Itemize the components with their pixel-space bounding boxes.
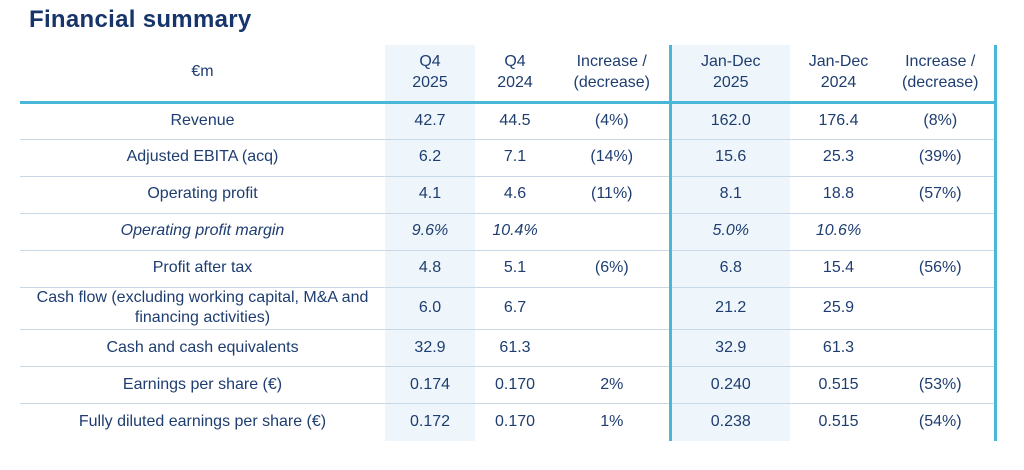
row-label: Earnings per share (€) xyxy=(20,366,385,404)
cell-value: 0.515 xyxy=(790,366,887,404)
row-label: Operating profit xyxy=(20,175,385,213)
cell-value xyxy=(887,212,997,250)
cell-value: 0.238 xyxy=(668,403,790,441)
cell-value: (39%) xyxy=(887,138,997,176)
financial-summary-table: €m Q4 2025 Q4 2024 Increase / (decrease) Jan-D… xyxy=(20,45,997,441)
column-header-line1: Increase / xyxy=(576,52,647,70)
row-label: Operating profit margin xyxy=(20,212,385,250)
cell-value: 6.8 xyxy=(668,249,790,287)
column-header-inc_jd: Increase / (decrease) xyxy=(887,45,997,104)
row-label: Revenue xyxy=(170,111,235,129)
cell-value xyxy=(887,329,997,367)
cell-value: 6.7 xyxy=(475,286,555,330)
column-header-line1: Jan-Dec xyxy=(808,52,869,70)
cell-value: 0.170 xyxy=(475,366,555,404)
cell-value: 2% xyxy=(555,366,670,404)
table-row: Cash flow (excluding working capital, M&… xyxy=(20,286,997,330)
cell-value: (14%) xyxy=(555,138,670,176)
cell-value: 42.7 xyxy=(385,102,475,139)
cell-value: 7.1 xyxy=(475,138,555,176)
cell-value: 15.6 xyxy=(668,138,790,176)
cell-value: 5.0% xyxy=(668,212,790,250)
cell-value: 1% xyxy=(555,403,670,441)
cell-value: 32.9 xyxy=(668,329,790,367)
cell-value: 10.4% xyxy=(475,212,555,250)
cell-value: (8%) xyxy=(887,102,997,139)
column-header-line2: (decrease) xyxy=(573,73,650,91)
cell-value: (53%) xyxy=(887,366,997,404)
column-header-line1: Q4 xyxy=(504,52,526,70)
cell-value: 32.9 xyxy=(385,329,475,367)
cell-value xyxy=(887,286,997,330)
cell-value: (56%) xyxy=(887,249,997,287)
cell-value: 21.2 xyxy=(668,286,790,330)
cell-value: 10.6% xyxy=(790,212,887,250)
cell-value: 5.1 xyxy=(475,249,555,287)
page-title: Financial summary xyxy=(29,6,252,33)
cell-value: 6.0 xyxy=(385,286,475,330)
table-row: Profit after tax 4.8 5.1 (6%) 6.8 15.4 (56%) xyxy=(20,249,997,287)
header-row: €m Q4 2025 Q4 2024 Increase / (decrease) Jan-D… xyxy=(20,45,997,104)
column-header-q4_2024: Q4 2024 xyxy=(475,45,555,104)
cell-value: (57%) xyxy=(887,175,997,213)
cell-value: 0.174 xyxy=(385,366,475,404)
cell-value: 0.515 xyxy=(790,403,887,441)
row-label: Profit after tax xyxy=(20,249,385,287)
column-header-line2: 2024 xyxy=(820,73,857,91)
column-header-line1: Increase / xyxy=(905,52,976,70)
cell-value: 9.6% xyxy=(385,212,475,250)
row-label: Cash and cash equivalents xyxy=(20,329,385,367)
cell-value: 4.8 xyxy=(385,249,475,287)
cell-value: 18.8 xyxy=(790,175,887,213)
table-row: Cash and cash equivalents 32.9 61.3 32.9 61.… xyxy=(20,329,997,367)
cell-value: 15.4 xyxy=(790,249,887,287)
column-header-line1: Jan-Dec xyxy=(700,52,761,70)
row-label: Adjusted EBITA (acq) xyxy=(20,138,385,176)
financial-summary-page: Financial summary €m Q4 2025 Q4 2024 Increas… xyxy=(0,6,1024,441)
cell-value: 0.240 xyxy=(668,366,790,404)
table-row: Revenue 42.7 44.5 (4%) 162.0 176.4 (8%) xyxy=(20,102,997,139)
cell-value: 8.1 xyxy=(668,175,790,213)
table-row: Operating profit 4.1 4.6 (11%) 8.1 18.8 (57%) xyxy=(20,175,997,213)
cell-value: 4.1 xyxy=(385,175,475,213)
column-header-line2: (decrease) xyxy=(902,73,979,91)
column-header-inc_q4: Increase / (decrease) xyxy=(555,45,670,104)
cell-value xyxy=(555,286,670,330)
cell-value: (4%) xyxy=(594,111,629,129)
column-header-jd_2024: Jan-Dec 2024 xyxy=(790,45,887,104)
cell-value xyxy=(555,212,670,250)
column-header-line2: 2024 xyxy=(497,73,533,91)
column-header-line1: Q4 xyxy=(419,52,441,70)
row-label: Fully diluted earnings per share (€) xyxy=(20,403,385,441)
cell-value: 61.3 xyxy=(790,329,887,367)
cell-value: 176.4 xyxy=(818,111,859,129)
table-row: Operating profit margin 9.6% 10.4% 5.0% 10.6… xyxy=(20,212,997,250)
cell-value: 0.172 xyxy=(385,403,475,441)
table-row: Adjusted EBITA (acq) 6.2 7.1 (14%) 15.6 25.3(… xyxy=(20,138,997,176)
table-row: Fully diluted earnings per share (€) 0.17… xyxy=(20,403,997,441)
cell-value: (54%) xyxy=(887,403,997,441)
cell-value: 6.2 xyxy=(385,138,475,176)
column-header-line2: 2025 xyxy=(712,73,749,91)
cell-value: 61.3 xyxy=(475,329,555,367)
column-header-jd_2025: Jan-Dec 2025 xyxy=(668,45,790,104)
cell-value: 25.9 xyxy=(790,286,887,330)
column-header-line2: 2025 xyxy=(412,73,448,91)
cell-value: 25.3 xyxy=(790,138,887,176)
cell-value: 4.6 xyxy=(475,175,555,213)
column-header-q4_2025: Q4 2025 xyxy=(385,45,475,104)
row-label: Cash flow (excluding working capital, M&… xyxy=(20,286,385,330)
cell-value xyxy=(555,329,670,367)
cell-value: 0.170 xyxy=(475,403,555,441)
cell-value: (6%) xyxy=(555,249,670,287)
unit-label: €m xyxy=(20,45,385,104)
cell-value: (11%) xyxy=(555,175,670,213)
cell-value: 44.5 xyxy=(499,111,531,129)
cell-value: 162.0 xyxy=(668,102,790,139)
table-row: Earnings per share (€) 0.174 0.170 2% 0.240 0… xyxy=(20,366,997,404)
